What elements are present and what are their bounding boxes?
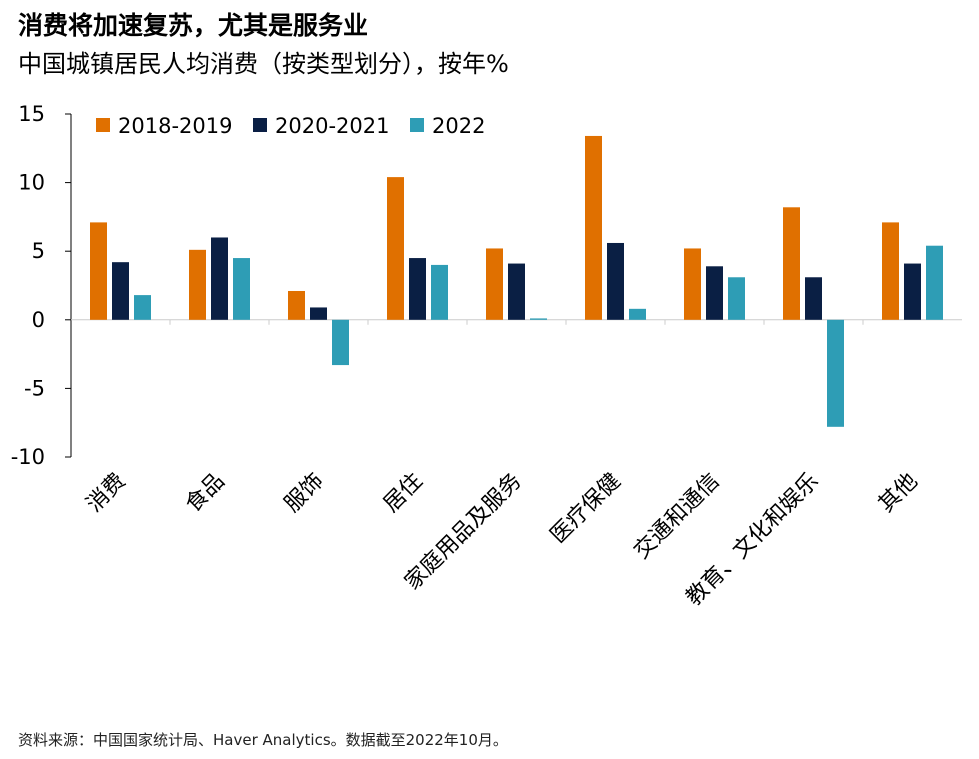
- bar-2018-2019: [189, 249, 206, 320]
- bar-2020-2021: [805, 277, 822, 320]
- axis-layer: 15 10 5 0 -5 -10: [11, 102, 962, 469]
- bar-2018-2019: [90, 222, 107, 320]
- legend-swatch: [410, 118, 424, 132]
- legend-label: 2022: [432, 114, 485, 138]
- legend-label: 2018-2019: [118, 114, 232, 138]
- x-tick-label: 其他: [874, 469, 923, 518]
- bar-2022: [728, 277, 745, 320]
- legend-swatch: [96, 118, 110, 132]
- y-tick-label: 5: [32, 239, 45, 263]
- x-tick-label: 服饰: [280, 469, 329, 518]
- bar-2022: [134, 295, 151, 320]
- bar-2020-2021: [904, 263, 921, 320]
- bar-2020-2021: [607, 242, 624, 320]
- x-tick-label: 医疗保健: [546, 469, 626, 549]
- y-tick-label: 10: [18, 171, 45, 195]
- bar-2022: [827, 319, 844, 427]
- x-tick-label: 居住: [379, 469, 428, 518]
- chart-subtitle: 中国城镇居民人均消费（按类型划分），按年%: [18, 50, 509, 78]
- y-tick-label: 15: [18, 102, 45, 126]
- x-tick-label: 交通和通信: [629, 469, 724, 564]
- legend-label: 2020-2021: [275, 114, 389, 138]
- bar-2018-2019: [882, 222, 899, 320]
- bar-2022: [332, 319, 349, 366]
- x-tick-label: 食品: [181, 469, 230, 518]
- bar-2022: [530, 318, 547, 320]
- bar-2022: [233, 258, 250, 320]
- legend: 2018-2019 2020-2021 2022: [96, 114, 485, 138]
- bar-2018-2019: [783, 207, 800, 320]
- legend-swatch: [253, 118, 267, 132]
- bar-2018-2019: [288, 290, 305, 320]
- bar-2022: [431, 264, 448, 320]
- bar-2018-2019: [684, 248, 701, 320]
- bar-2018-2019: [585, 135, 602, 320]
- x-tick-label: 消费: [82, 469, 131, 518]
- source-note: 资料来源：中国国家统计局、Haver Analytics。数据截至2022年10…: [18, 731, 508, 749]
- bar-2020-2021: [508, 263, 525, 320]
- bar-2020-2021: [706, 266, 723, 320]
- y-tick-label: -5: [24, 376, 45, 400]
- y-tick-label: -10: [11, 445, 45, 469]
- bar-2020-2021: [409, 258, 426, 320]
- bar-2020-2021: [310, 307, 327, 320]
- chart-title: 消费将加速复苏，尤其是服务业: [18, 11, 369, 40]
- y-tick-label: 0: [32, 308, 45, 332]
- bar-2018-2019: [387, 177, 404, 320]
- bars-layer: [90, 135, 943, 427]
- bar-2022: [629, 308, 646, 320]
- bar-2018-2019: [486, 248, 503, 320]
- bar-2020-2021: [112, 262, 129, 320]
- bar-2020-2021: [211, 237, 228, 320]
- bar-2022: [926, 245, 943, 320]
